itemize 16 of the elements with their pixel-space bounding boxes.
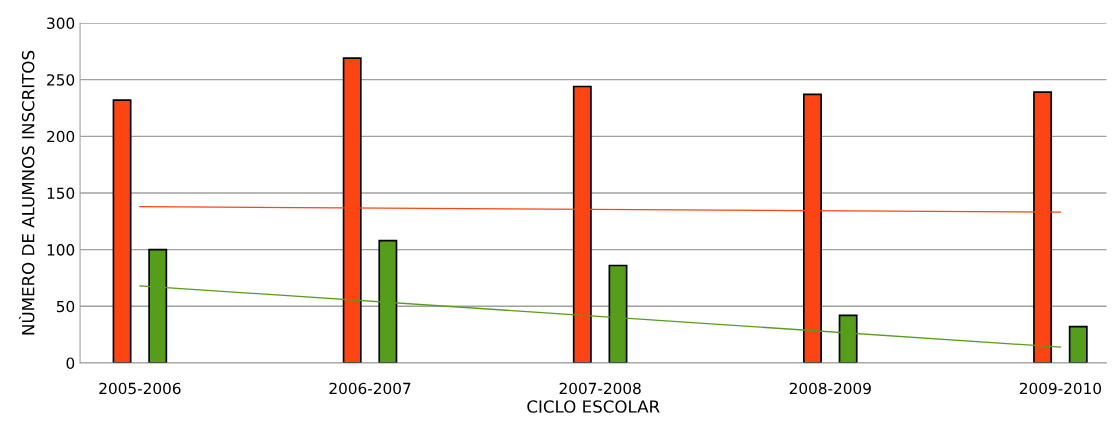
y-axis-title: NÙMERO DE ALUMNOS INSCRITOS <box>18 50 35 335</box>
y-tick-label: 0 <box>66 357 75 369</box>
x-tick-label: 2006-2007 <box>329 382 411 395</box>
bar <box>1068 325 1088 363</box>
y-tick-label: 250 <box>47 74 75 86</box>
x-axis-title: CICLO ESCOLAR <box>527 400 660 413</box>
x-tick-label: 2005-2006 <box>99 382 181 395</box>
y-tick-label: 150 <box>47 187 75 199</box>
bar <box>112 99 132 363</box>
x-tick-label: 2008-2009 <box>789 382 871 395</box>
x-tick-label: 2009-2010 <box>1019 382 1102 395</box>
y-tick-label: 200 <box>47 130 75 143</box>
y-tick-label: 50 <box>56 300 75 313</box>
y-tick-label: 100 <box>47 244 75 256</box>
y-tick-label: 300 <box>47 17 75 30</box>
x-tick-label: 2007-2008 <box>559 382 641 395</box>
